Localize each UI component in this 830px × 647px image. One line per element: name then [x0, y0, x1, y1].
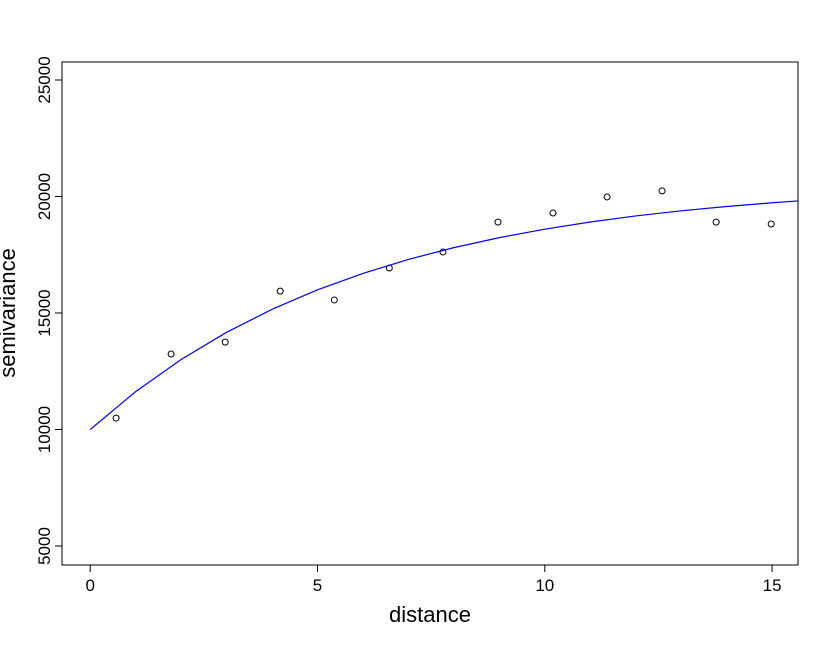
y-tick-label: 25000: [35, 56, 54, 103]
y-tick-label: 20000: [35, 173, 54, 220]
y-tick-label: 15000: [35, 289, 54, 336]
plot-frame: [61, 61, 799, 566]
x-tick-label: 0: [85, 576, 94, 595]
y-tick-label: 10000: [35, 406, 54, 453]
point: [494, 218, 502, 226]
point: [658, 187, 666, 195]
point: [549, 209, 557, 217]
y-axis-label: semivariance: [0, 248, 20, 378]
x-tick-label: 5: [313, 576, 322, 595]
point: [712, 218, 720, 226]
x-tick-label: 10: [535, 576, 554, 595]
point: [221, 338, 229, 346]
x-tick-label: 15: [763, 576, 782, 595]
point: [439, 248, 447, 256]
point: [112, 414, 120, 422]
point: [330, 296, 338, 304]
point: [603, 193, 611, 201]
point: [767, 220, 775, 228]
model-line: [89, 200, 799, 430]
x-axis-label: distance: [389, 602, 471, 627]
y-tick-label: 5000: [35, 527, 54, 565]
point: [167, 350, 175, 358]
point: [276, 287, 284, 295]
